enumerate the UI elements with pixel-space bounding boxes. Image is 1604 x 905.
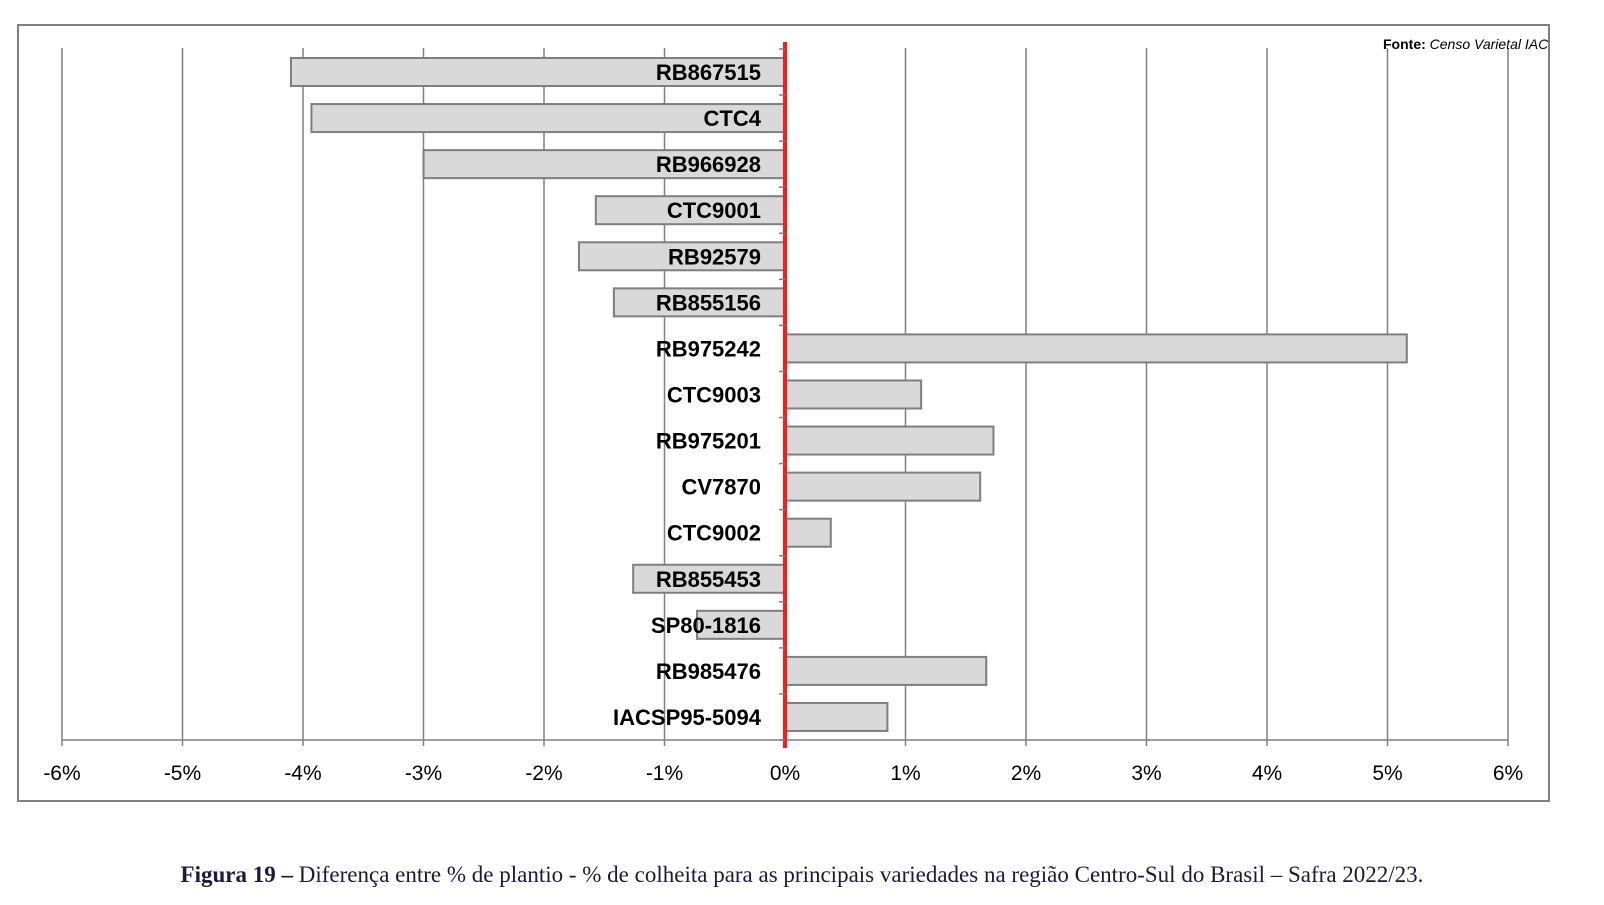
category-label: RB975242	[656, 336, 761, 361]
x-tick-label: 1%	[890, 762, 920, 785]
source-value: Censo Varietal IAC	[1429, 36, 1549, 52]
category-label: RB867515	[656, 60, 761, 85]
source-note: Fonte: Censo Varietal IAC	[1383, 36, 1548, 52]
x-tick-label: -6%	[43, 762, 80, 785]
zero-line	[779, 42, 787, 748]
bar	[784, 701, 889, 732]
category-label: IACSP95-5094	[613, 705, 762, 730]
x-tick-label: 4%	[1252, 762, 1282, 785]
x-tick-label: -1%	[646, 762, 683, 785]
category-label: RB985476	[656, 659, 761, 684]
x-tick-label: -5%	[164, 762, 201, 785]
bar	[784, 517, 832, 548]
category-label: RB855156	[656, 290, 761, 315]
bar	[594, 195, 786, 226]
caption-text: Diferença entre % de plantio - % de colh…	[298, 862, 1424, 887]
x-tick-label: 6%	[1493, 762, 1523, 785]
x-tick-label: 0%	[770, 762, 800, 785]
category-label: CTC9003	[667, 382, 761, 407]
bar	[784, 379, 923, 410]
category-label: RB966928	[656, 152, 761, 177]
x-tick-label: 2%	[1011, 762, 1041, 785]
category-labels: RB867515 CTC4 RB966928 CTC9001 RB92579 RB8551…	[613, 60, 762, 730]
category-label: CV7870	[681, 475, 761, 500]
figure-caption: Figura 19 – Diferença entre % de plantio…	[0, 862, 1604, 888]
x-tick-label: -2%	[525, 762, 562, 785]
bar	[784, 655, 988, 686]
x-tick-label: -3%	[405, 762, 442, 785]
bar	[784, 471, 982, 502]
category-label: RB92579	[668, 244, 761, 269]
bar	[784, 425, 995, 456]
bar	[696, 609, 786, 640]
x-tick-label: 3%	[1131, 762, 1161, 785]
bar	[310, 103, 786, 134]
gridlines	[61, 48, 1509, 740]
category-label: CTC9002	[667, 521, 761, 546]
category-label: CTC4	[704, 106, 762, 131]
category-label: RB855453	[656, 567, 761, 592]
category-label: RB975201	[656, 429, 761, 454]
category-label: CTC9001	[667, 198, 761, 223]
bar	[289, 57, 786, 87]
bar	[784, 333, 1408, 364]
x-tick-label: -4%	[284, 762, 321, 785]
source-label: Fonte:	[1383, 36, 1426, 52]
category-label: SP80-1816	[651, 613, 761, 638]
x-axis: -6% -5% -4% -3% -2% -1% 0% 1% 2% 3% 4% 5% 6%	[43, 739, 1523, 785]
bar	[577, 241, 786, 272]
caption-label: Figura 19 –	[180, 862, 293, 887]
x-tick-label: 5%	[1372, 762, 1402, 785]
